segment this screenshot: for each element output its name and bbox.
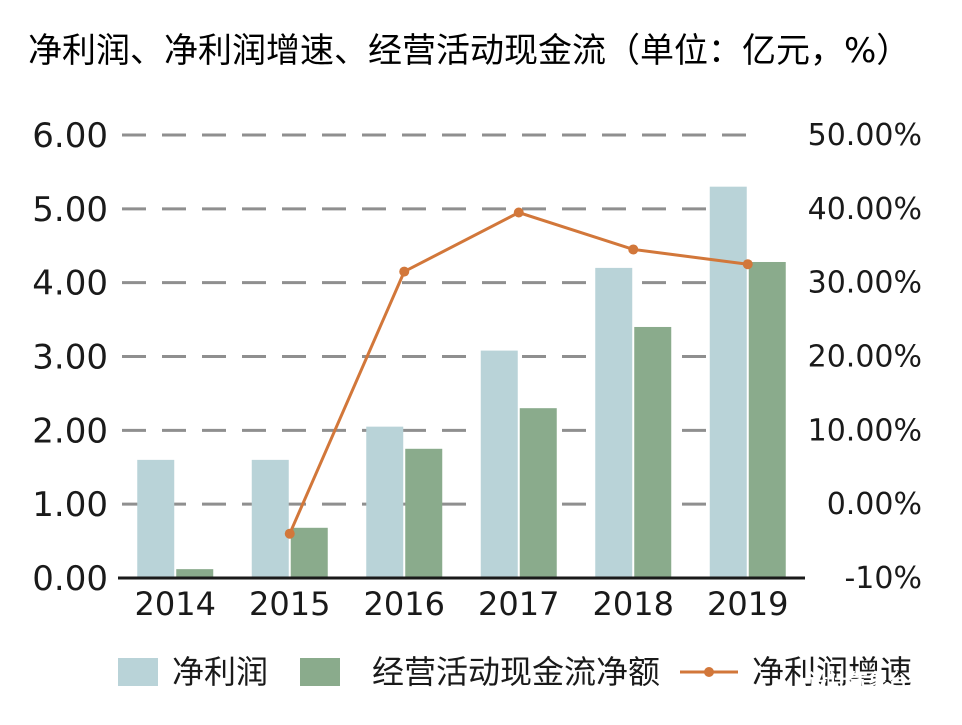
right-tick-label: -10% — [844, 561, 922, 596]
bar-cash-flow — [176, 569, 214, 578]
left-axis-ticks: 0.00 1.00 2.00 3.00 4.00 5.00 6.00 — [32, 116, 108, 599]
left-tick-label: 6.00 — [32, 116, 108, 156]
bar-cash-flow — [519, 408, 557, 578]
x-tick-label: 2019 — [707, 585, 788, 623]
growth-line-group — [284, 207, 753, 539]
growth-point — [628, 244, 639, 255]
bar-cash-flow — [405, 448, 443, 578]
watermark-line2: 搜狐号@设计气象台 — [768, 693, 948, 717]
bar-net-profit — [366, 426, 404, 578]
legend: 净利润 经营活动现金流净额 净利润增速 — [118, 653, 912, 691]
bar-cash-flow — [290, 527, 328, 578]
bar-net-profit — [480, 350, 518, 578]
bar-net-profit — [137, 459, 175, 578]
legend-label: 经营活动现金流净额 — [372, 653, 660, 691]
left-tick-label: 5.00 — [32, 190, 108, 230]
bar-net-profit — [251, 459, 289, 578]
legend-swatch — [300, 658, 340, 686]
right-tick-label: 20.00% — [808, 340, 922, 375]
x-tick-label: 2016 — [364, 585, 445, 623]
x-axis-ticks: 2014 2015 2016 2017 2018 2019 — [135, 585, 789, 623]
right-tick-label: 0.00% — [827, 487, 922, 522]
right-tick-label: 10.00% — [808, 413, 922, 448]
left-tick-label: 0.00 — [32, 559, 108, 599]
bar-group — [137, 186, 786, 578]
bar-net-profit — [595, 267, 633, 578]
x-tick-label: 2014 — [135, 585, 216, 623]
left-tick-label: 4.00 — [32, 264, 108, 304]
watermark-line1: 设计气象台 — [808, 669, 908, 693]
legend-line-marker — [704, 667, 714, 677]
right-tick-label: 30.00% — [808, 266, 922, 301]
chart-title: 净利润、净利润增速、经营活动现金流（单位：亿元，%） — [28, 31, 910, 71]
right-tick-label: 50.00% — [808, 118, 922, 153]
left-tick-label: 1.00 — [32, 485, 108, 525]
legend-swatch — [118, 658, 158, 686]
growth-point — [742, 259, 753, 270]
watermark: 设计气象台 搜狐号@设计气象台 — [768, 669, 948, 717]
growth-point — [513, 207, 524, 218]
legend-label: 净利润 — [172, 653, 268, 691]
bar-net-profit — [709, 186, 747, 578]
growth-line — [288, 210, 748, 535]
x-tick-label: 2015 — [249, 585, 330, 623]
bar-cash-flow — [634, 326, 672, 578]
left-tick-label: 3.00 — [32, 338, 108, 378]
bar-cash-flow — [748, 261, 786, 578]
growth-point — [399, 266, 410, 277]
legend-label: 净利润增速 — [752, 653, 912, 691]
x-tick-label: 2018 — [593, 585, 674, 623]
growth-point — [284, 528, 295, 539]
right-axis-ticks: -10% 0.00% 10.00% 20.00% 30.00% 40.00% 50.00% — [808, 118, 922, 596]
x-tick-label: 2017 — [478, 585, 559, 623]
right-tick-label: 40.00% — [808, 192, 922, 227]
left-tick-label: 2.00 — [32, 411, 108, 451]
